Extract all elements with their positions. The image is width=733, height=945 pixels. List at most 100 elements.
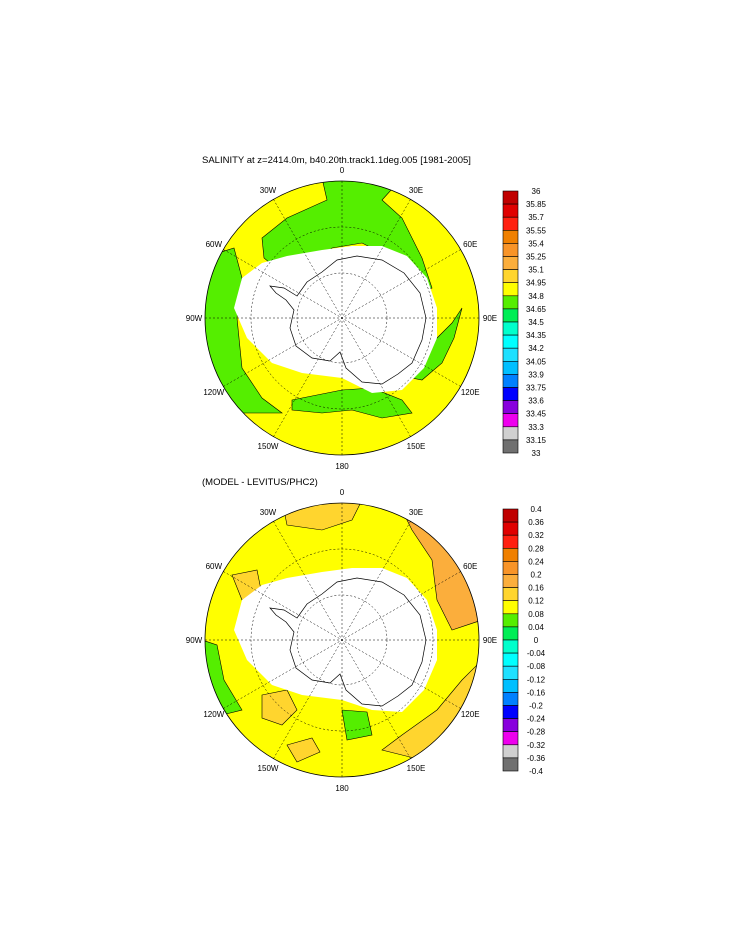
colorbar-swatch [502, 308, 519, 323]
longitude-label: 60W [206, 562, 223, 571]
colorbar-label: 34.65 [526, 305, 547, 314]
colorbar-label: 34.5 [528, 318, 544, 327]
colorbar-swatch [502, 692, 519, 706]
colorbar-label: 0.2 [530, 571, 542, 580]
colorbar-swatch [502, 387, 519, 401]
colorbar-label: -0.4 [529, 767, 543, 776]
colorbar-swatch [502, 256, 519, 270]
colorbar-swatch [502, 574, 519, 588]
colorbar-swatch [502, 439, 519, 454]
colorbar-label: 0.4 [530, 505, 542, 514]
longitude-label: 120E [461, 710, 480, 719]
colorbar-swatch [502, 400, 519, 415]
colorbar-swatch [502, 534, 519, 549]
longitude-label: 90E [483, 314, 497, 323]
longitude-label: 60E [463, 240, 477, 249]
colorbar-swatch [502, 374, 519, 388]
longitude-label: 30E [409, 508, 423, 517]
colorbar-swatch [502, 334, 519, 349]
graticule [205, 181, 479, 455]
colorbar-swatch [502, 508, 519, 523]
longitude-label: 30W [260, 186, 277, 195]
colorbar-label: 34.05 [526, 357, 547, 366]
colorbar-label: 33.45 [526, 410, 547, 419]
colorbar-label: 36 [532, 187, 541, 196]
colorbar-label: 33.15 [526, 436, 547, 445]
colorbar-label: 35.1 [528, 266, 544, 275]
colorbar-label: 35.85 [526, 200, 547, 209]
colorbar-label: 33.75 [526, 384, 547, 393]
colorbar-label: 0.16 [528, 584, 544, 593]
colorbar-swatch [502, 203, 519, 218]
panel-salinity: SALINITY at z=2414.0m, b40.20th.track1.1… [186, 155, 547, 471]
colorbar-label: 33.9 [528, 370, 544, 379]
colorbar-label: 34.95 [526, 279, 547, 288]
panel-title: SALINITY at z=2414.0m, b40.20th.track1.1… [202, 155, 471, 166]
colorbar-swatch [502, 613, 519, 628]
colorbar-label: 35.25 [526, 253, 547, 262]
colorbar-label: -0.08 [527, 662, 546, 671]
polar-map: 0 30E 60E 90E 120E 150E 180 150W 120W 90W 60W 30W [186, 488, 497, 793]
colorbar-swatch [502, 561, 519, 575]
colorbar-label: -0.12 [527, 675, 546, 684]
colorbar-swatch [502, 665, 519, 680]
colorbar: 0.4 0.36 0.32 0.28 0.24 0.2 0.16 0.12 0.08 0.04 0 -… [502, 505, 546, 776]
longitude-label: 90E [483, 636, 497, 645]
colorbar-swatch [502, 744, 519, 759]
colorbar-swatch [502, 321, 519, 336]
longitude-label: 150E [407, 442, 426, 451]
longitude-label: 150E [407, 764, 426, 773]
colorbar-label: 35.7 [528, 213, 544, 222]
colorbar-swatch [502, 652, 519, 667]
colorbar-label: 35.55 [526, 226, 547, 235]
colorbar-swatch [502, 347, 519, 362]
colorbar-swatch [502, 269, 519, 283]
colorbar-swatch [502, 679, 519, 693]
colorbar-swatch [502, 282, 519, 297]
colorbar-swatch [502, 190, 519, 205]
map-border [204, 502, 480, 778]
colorbar-swatch [502, 600, 519, 615]
colorbar-label: 35.4 [528, 239, 544, 248]
longitude-label: 120W [203, 710, 224, 719]
longitude-label: 180 [335, 784, 349, 793]
colorbar-swatch [502, 243, 519, 257]
colorbar-label: -0.16 [527, 688, 546, 697]
colorbar-label: -0.36 [527, 754, 546, 763]
graticule [205, 503, 479, 777]
colorbar-label: 0.36 [528, 518, 544, 527]
colorbar-swatch [502, 731, 519, 746]
colorbar-label: 33 [532, 449, 541, 458]
colorbar-swatch [502, 587, 519, 601]
longitude-label: 60E [463, 562, 477, 571]
longitude-label: 150W [258, 764, 279, 773]
colorbar-swatch [502, 426, 519, 441]
polar-map: 0 30E 60E 90E 120E 150E 180 150W 120W 90W 60W 30W [186, 166, 497, 471]
longitude-label: 0 [340, 166, 345, 175]
longitude-label: 120E [461, 388, 480, 397]
colorbar-swatch [502, 757, 519, 772]
longitude-label: 30W [260, 508, 277, 517]
colorbar-swatch [502, 216, 519, 231]
colorbar-swatch [502, 229, 519, 244]
colorbar-swatch [502, 521, 519, 536]
colorbar-label: 33.3 [528, 423, 544, 432]
longitude-label: 90W [186, 636, 203, 645]
longitude-label: 60W [206, 240, 223, 249]
colorbar-swatch [502, 295, 519, 310]
colorbar-label: 0.24 [528, 557, 544, 566]
longitude-label: 0 [340, 488, 345, 497]
colorbar-swatch [502, 626, 519, 641]
colorbar-label: 34.35 [526, 331, 547, 340]
longitude-label: 30E [409, 186, 423, 195]
colorbar-swatch [502, 718, 519, 733]
salinity-green-south [291, 387, 413, 419]
colorbar-label: 34.2 [528, 344, 544, 353]
colorbar-label: 0.28 [528, 544, 544, 553]
colorbar-swatch [502, 705, 519, 719]
colorbar-label: -0.04 [527, 649, 546, 658]
panel-difference: (MODEL - LEVITUS/PHC2) [186, 477, 546, 793]
colorbar-label: 34.8 [528, 292, 544, 301]
difference-green-south [341, 709, 373, 741]
